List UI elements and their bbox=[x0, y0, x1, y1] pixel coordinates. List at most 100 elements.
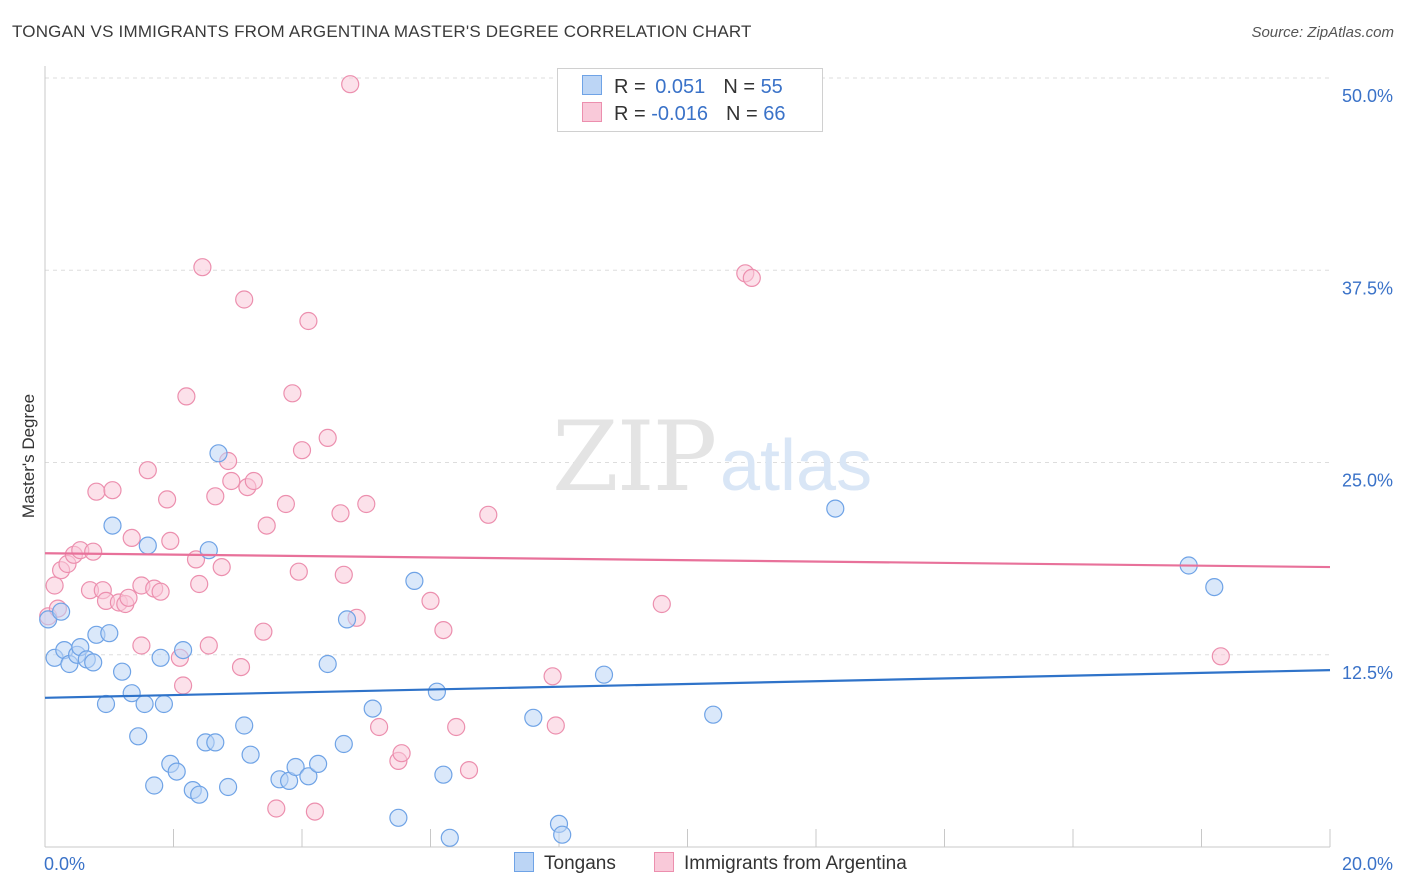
trend-line-argentina bbox=[44, 552, 1331, 569]
watermark: ZIP atlas bbox=[552, 401, 872, 513]
watermark-zip: ZIP bbox=[552, 401, 715, 513]
y-tick-label: 12.5% bbox=[1342, 663, 1393, 683]
trend-lines bbox=[44, 552, 1331, 699]
data-point bbox=[190, 574, 209, 594]
data-point bbox=[742, 268, 761, 287]
legend-row-argentina: R = -0.016 N = 66 bbox=[582, 102, 785, 126]
data-point bbox=[151, 582, 170, 601]
data-point bbox=[434, 765, 453, 784]
data-point bbox=[543, 667, 562, 686]
tick-labels: 12.5% 25.0% 37.5% 50.0% 0.0% 20.0% bbox=[44, 86, 1393, 874]
legend-n-label: N = bbox=[725, 103, 764, 125]
data-point bbox=[206, 487, 225, 506]
legend-r-label: R = bbox=[614, 76, 652, 98]
data-point bbox=[135, 694, 154, 714]
legend-label-argentina: Immigrants from Argentina bbox=[684, 853, 907, 874]
data-point bbox=[459, 760, 479, 780]
data-point bbox=[257, 516, 276, 535]
data-point bbox=[174, 640, 193, 660]
data-point bbox=[299, 311, 318, 331]
axes bbox=[44, 66, 1331, 848]
data-point bbox=[190, 785, 209, 804]
data-point bbox=[524, 708, 543, 727]
data-point bbox=[305, 802, 324, 821]
data-point bbox=[103, 481, 122, 500]
data-point bbox=[119, 588, 138, 607]
data-point bbox=[479, 505, 498, 524]
data-point bbox=[392, 744, 411, 763]
data-point bbox=[174, 676, 193, 695]
data-point bbox=[100, 624, 119, 643]
data-point bbox=[447, 717, 466, 737]
data-point bbox=[389, 808, 408, 827]
legend-swatch-pink bbox=[654, 852, 674, 872]
data-point bbox=[276, 494, 295, 514]
data-point bbox=[704, 705, 723, 724]
data-point bbox=[334, 565, 353, 584]
data-point bbox=[112, 662, 132, 681]
data-point bbox=[440, 828, 459, 847]
data-point bbox=[151, 648, 170, 667]
data-point bbox=[96, 694, 116, 714]
data-point bbox=[103, 516, 122, 535]
data-point bbox=[337, 610, 357, 629]
legend-n-label: N = bbox=[723, 76, 761, 98]
data-point bbox=[652, 594, 671, 614]
legend-item-argentina: Immigrants from Argentina bbox=[654, 852, 907, 875]
data-point bbox=[553, 825, 572, 844]
data-point bbox=[286, 757, 305, 777]
data-point bbox=[363, 699, 382, 718]
legend-n-value: 55 bbox=[760, 76, 783, 98]
data-point bbox=[289, 562, 308, 581]
data-point bbox=[167, 762, 186, 781]
chart-title: TONGAN VS IMMIGRANTS FROM ARGENTINA MAST… bbox=[12, 22, 752, 41]
data-point bbox=[177, 387, 196, 406]
data-point bbox=[84, 542, 103, 561]
data-point bbox=[231, 657, 251, 677]
data-point bbox=[122, 528, 141, 548]
data-point bbox=[51, 602, 71, 621]
data-point bbox=[421, 591, 440, 611]
data-point bbox=[1205, 577, 1224, 597]
y-axis-label: Master's Degree bbox=[19, 394, 38, 518]
grid-lines bbox=[45, 77, 1330, 656]
data-point bbox=[241, 745, 260, 764]
data-point bbox=[341, 75, 360, 94]
data-point bbox=[292, 441, 312, 460]
data-point bbox=[309, 754, 328, 774]
data-point bbox=[546, 716, 565, 735]
data-point bbox=[129, 727, 148, 746]
legend-r-label: R = bbox=[614, 103, 652, 125]
data-point bbox=[594, 665, 614, 684]
source-label: Source: ZipAtlas.com bbox=[1251, 24, 1394, 41]
watermark-atlas: atlas bbox=[720, 426, 872, 506]
data-point bbox=[318, 654, 337, 674]
data-point bbox=[235, 290, 254, 309]
legend-row-tongans: R = 0.051 N = 55 bbox=[582, 75, 783, 99]
legend-swatch-blue bbox=[514, 852, 534, 872]
legend-item-tongans: Tongans bbox=[514, 852, 616, 875]
x-tick-label-min: 0.0% bbox=[44, 854, 85, 874]
data-point bbox=[138, 461, 157, 480]
data-point bbox=[209, 444, 228, 463]
data-point bbox=[222, 471, 241, 491]
data-point bbox=[331, 504, 350, 523]
data-point bbox=[267, 799, 286, 818]
data-point bbox=[158, 490, 177, 509]
data-point bbox=[84, 653, 103, 672]
data-point bbox=[145, 776, 164, 795]
x-tick-label-max: 20.0% bbox=[1342, 854, 1393, 874]
y-tick-label: 50.0% bbox=[1342, 86, 1393, 106]
data-point bbox=[334, 734, 353, 754]
legend-swatch-pink bbox=[582, 102, 602, 122]
data-point bbox=[370, 717, 389, 737]
stats-legend: R = 0.051 N = 55 R = -0.016 N = 66 bbox=[557, 68, 823, 132]
legend-label-tongans: Tongans bbox=[544, 853, 616, 874]
data-point bbox=[206, 733, 225, 752]
data-point bbox=[318, 428, 337, 447]
data-point bbox=[122, 684, 141, 703]
legend-r-value: 0.051 bbox=[655, 76, 706, 98]
data-point bbox=[212, 557, 231, 577]
data-point bbox=[132, 636, 151, 655]
legend-n-value: 66 bbox=[763, 103, 786, 125]
